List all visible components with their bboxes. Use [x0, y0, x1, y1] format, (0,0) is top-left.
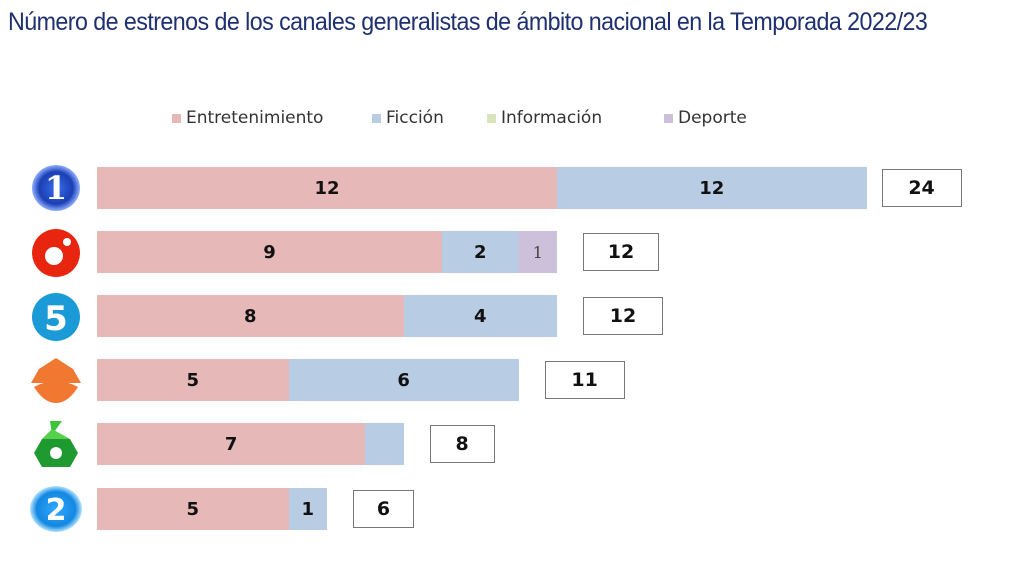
bar-segment: 6 — [288, 359, 519, 401]
legend-swatch — [172, 113, 181, 123]
cuatro-logo — [32, 229, 80, 277]
legend-item: Entretenimiento — [172, 108, 323, 128]
lasexta-logo — [34, 421, 78, 467]
legend-label: Entretenimiento — [186, 108, 324, 128]
total-label: 8 — [429, 425, 495, 463]
la1-logo: 1 — [32, 165, 80, 211]
legend: Entretenimiento Ficción Información Deporte — [0, 108, 1024, 130]
svg-text:2: 2 — [46, 493, 67, 528]
la2-logo: 2 — [30, 486, 82, 532]
legend-label: Ficción — [386, 108, 444, 128]
legend-swatch — [664, 113, 673, 123]
bar-segment: 7 — [97, 423, 366, 465]
bar-segment: 12 — [556, 167, 867, 209]
bar-segment: 9 — [97, 231, 442, 273]
bar-segment: 4 — [403, 295, 557, 337]
legend-swatch — [372, 113, 381, 123]
legend-label: Deporte — [678, 108, 747, 128]
total-label: 11 — [544, 361, 625, 399]
total-label: 12 — [582, 297, 663, 335]
legend-swatch — [487, 113, 496, 123]
total-label: 12 — [582, 233, 659, 271]
bar-segment — [365, 423, 404, 465]
chart-title: Número de estrenos de los canales genera… — [8, 8, 928, 36]
svg-text:5: 5 — [44, 299, 68, 339]
antena3-logo — [31, 358, 81, 403]
bar-segment: 2 — [441, 231, 519, 273]
legend-item: Información — [487, 108, 602, 128]
total-label: 6 — [352, 490, 414, 528]
total-label: 24 — [881, 169, 962, 207]
legend-item: Deporte — [664, 108, 747, 128]
bar-segment: 5 — [97, 359, 289, 401]
telecinco-logo: 5 — [32, 293, 80, 341]
svg-text:1: 1 — [45, 169, 67, 207]
bar-segment: 12 — [97, 167, 557, 209]
bar-segment: 8 — [97, 295, 404, 337]
legend-label: Información — [501, 108, 603, 128]
bar-segment: 5 — [97, 488, 289, 530]
bar-segment: 1 — [518, 231, 557, 273]
bar-segment: 1 — [288, 488, 327, 530]
legend-item: Ficción — [372, 108, 444, 128]
